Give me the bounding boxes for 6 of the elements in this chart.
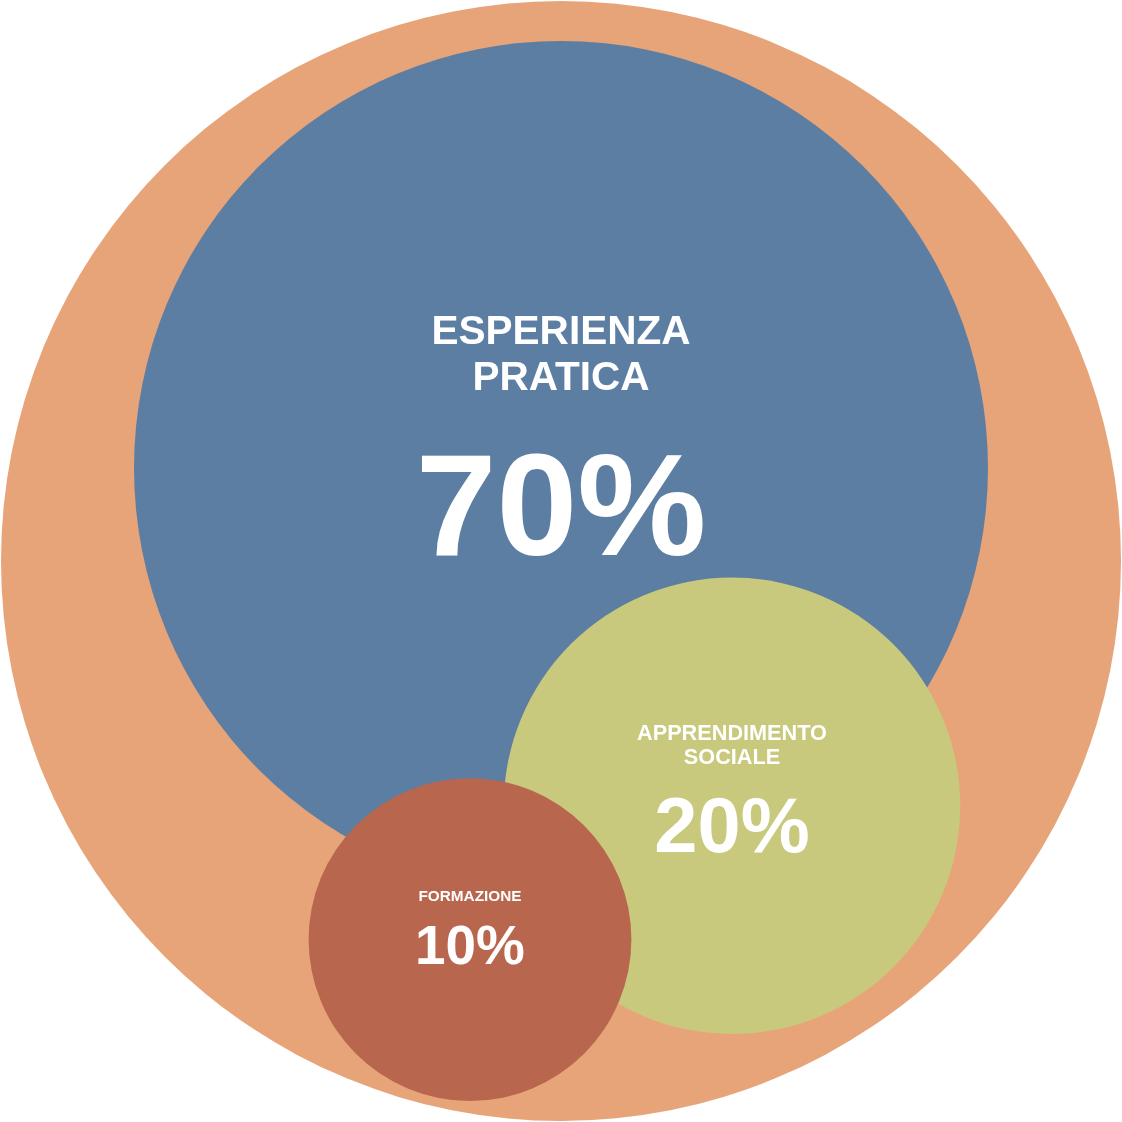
category-label: ESPERIENZA PRATICA: [431, 307, 691, 399]
category-label: FORMAZIONE: [418, 887, 522, 905]
data-label: 70%: [415, 424, 707, 587]
category-label: APPRENDIMENTO SOCIALE: [637, 719, 827, 769]
data-label: 10%: [415, 913, 525, 976]
data-label: 20%: [654, 782, 810, 869]
